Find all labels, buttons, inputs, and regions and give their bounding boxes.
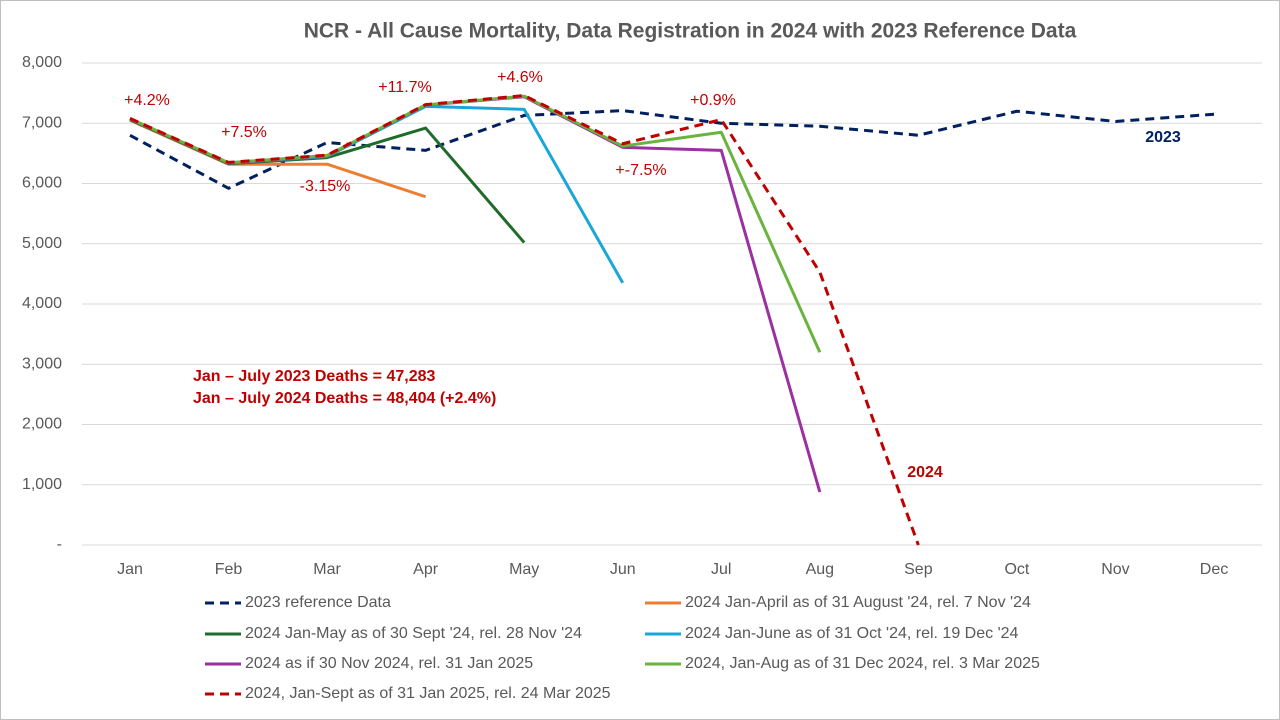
y-tick-label: 1,000 <box>22 476 62 493</box>
legend-label: 2024, Jan-Sept as of 31 Jan 2025, rel. 2… <box>245 685 611 702</box>
annotation: +0.9% <box>690 92 736 109</box>
annotation: 2024 <box>907 464 943 481</box>
x-tick-label: Sep <box>904 561 933 578</box>
chart-title: NCR - All Cause Mortality, Data Registra… <box>304 20 1077 43</box>
x-tick-label: Oct <box>1004 561 1029 578</box>
x-tick-label: Jan <box>117 561 143 578</box>
legend-label: 2024 Jan-May as of 30 Sept '24, rel. 28 … <box>245 625 582 642</box>
annotation: +4.6% <box>497 69 543 86</box>
annotation: +7.5% <box>221 124 267 141</box>
y-tick-label: 4,000 <box>22 295 62 312</box>
y-tick-label: 2,000 <box>22 416 62 433</box>
x-tick-label: Nov <box>1101 561 1129 578</box>
x-tick-label: Dec <box>1200 561 1228 578</box>
annotation: +4.2% <box>124 92 170 109</box>
series-line <box>129 94 920 546</box>
x-tick-label: Apr <box>413 561 439 578</box>
y-tick-label: 3,000 <box>22 355 62 372</box>
annotation: -3.15% <box>300 178 351 195</box>
x-tick-label: Jul <box>711 561 731 578</box>
annotation: +11.7% <box>378 79 432 96</box>
series-line <box>129 109 1215 190</box>
legend-label: 2023 reference Data <box>245 594 391 611</box>
x-tick-label: Feb <box>215 561 243 578</box>
y-tick-label: 8,000 <box>22 54 62 71</box>
legend-label: 2024 Jan-June as of 31 Oct '24, rel. 19 … <box>685 625 1019 642</box>
x-tick-label: Aug <box>806 561 834 578</box>
legend-label: 2024 Jan-April as of 31 August '24, rel.… <box>685 594 1031 611</box>
annotation: +-7.5% <box>615 162 666 179</box>
y-tick-label: 5,000 <box>22 235 62 252</box>
legend-label: 2024, Jan-Aug as of 31 Dec 2024, rel. 3 … <box>685 655 1040 672</box>
x-tick-label: Mar <box>313 561 341 578</box>
y-tick-label: 7,000 <box>22 114 62 131</box>
annotation: Jan – July 2024 Deaths = 48,404 (+2.4%) <box>193 390 496 407</box>
y-tick-label: - <box>57 536 62 553</box>
legend-label: 2024 as if 30 Nov 2024, rel. 31 Jan 2025 <box>245 655 533 672</box>
annotation: 2023 <box>1145 129 1181 146</box>
y-tick-label: 6,000 <box>22 175 62 192</box>
annotation: Jan – July 2023 Deaths = 47,283 <box>193 368 435 385</box>
x-tick-label: May <box>509 561 539 578</box>
x-tick-label: Jun <box>610 561 636 578</box>
